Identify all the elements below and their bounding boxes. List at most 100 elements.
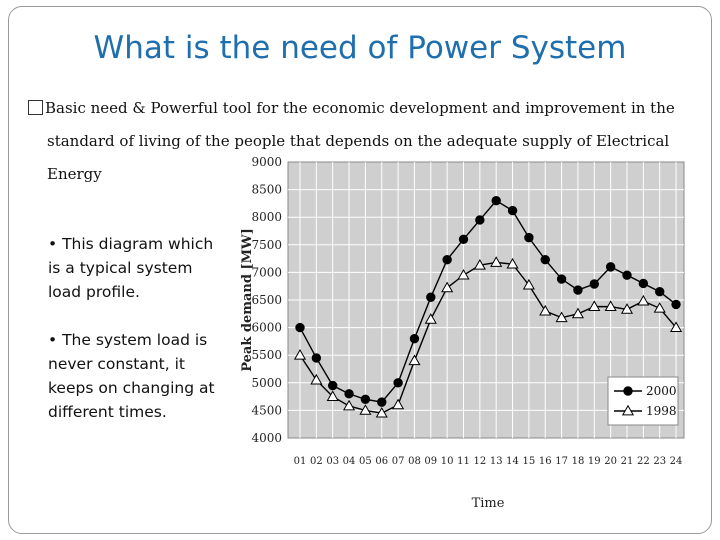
point-load-varies: • The system load is never constant, it … <box>48 331 215 421</box>
data-point <box>326 390 339 401</box>
x-tick-label: 24 <box>670 456 683 467</box>
data-point <box>392 398 405 410</box>
data-point <box>293 348 307 360</box>
data-point <box>310 373 323 385</box>
data-point <box>328 380 338 391</box>
legend: 2000 1998 <box>607 376 679 426</box>
series-2 <box>293 256 683 418</box>
x-tick-label: 05 <box>359 456 372 467</box>
y-tick-label: 6000 <box>251 321 282 335</box>
data-point <box>637 294 650 306</box>
data-point <box>638 278 649 289</box>
data-point <box>424 313 437 324</box>
data-point <box>441 281 454 293</box>
bullet-line-2: standard of living of the people that de… <box>47 132 670 150</box>
data-point <box>458 234 469 244</box>
x-tick-label: 15 <box>523 456 536 467</box>
x-tick-label: 14 <box>506 456 519 467</box>
series-1 <box>295 195 681 407</box>
x-axis-label: Time <box>472 496 505 511</box>
data-point <box>457 268 470 280</box>
data-point <box>506 257 519 269</box>
data-point <box>475 215 485 225</box>
point-load-profile: • This diagram which is a typical system… <box>48 235 214 301</box>
data-point <box>571 307 585 319</box>
slide-title: What is the need of Power System <box>93 30 627 66</box>
data-point <box>605 262 616 272</box>
data-point <box>490 256 503 267</box>
main-bullet: Basic need & Powerful tool for the econo… <box>28 92 678 191</box>
x-tick-label: 07 <box>392 456 405 467</box>
y-tick-label: 9000 <box>251 155 282 169</box>
data-point <box>556 274 567 284</box>
y-tick-label: 7000 <box>251 265 282 279</box>
x-tick-label: 06 <box>375 456 388 467</box>
data-point <box>540 255 550 265</box>
data-point <box>409 333 420 344</box>
data-point <box>524 232 534 243</box>
data-point <box>393 378 403 388</box>
legend-label: 2000 <box>646 384 677 398</box>
data-point <box>555 311 568 323</box>
y-tick-label: 6500 <box>251 293 282 307</box>
data-point <box>359 404 372 415</box>
bullet-line-1: Basic need & Powerful tool for the econo… <box>45 99 675 117</box>
x-tick-label: 17 <box>555 456 568 467</box>
data-point <box>342 399 356 411</box>
data-point <box>360 394 371 405</box>
x-tick-label: 13 <box>490 456 503 467</box>
data-point <box>620 303 634 314</box>
x-tick-label: 21 <box>621 456 634 467</box>
y-tick-label: 8500 <box>251 183 282 197</box>
data-point <box>426 292 436 302</box>
data-point <box>671 299 681 310</box>
data-point <box>442 255 452 265</box>
data-point <box>491 195 501 206</box>
x-tick-label: 11 <box>457 456 470 467</box>
x-tick-label: 20 <box>604 456 617 467</box>
legend-marker <box>621 404 635 416</box>
x-tick-label: 09 <box>424 456 437 467</box>
data-point <box>507 205 518 216</box>
x-tick-label: 03 <box>326 456 339 467</box>
data-point <box>377 397 387 407</box>
y-axis-label: Peak demand [MW] <box>240 228 255 372</box>
x-tick-label: 18 <box>572 456 585 467</box>
data-point <box>375 406 388 418</box>
y-tick-label: 5000 <box>251 376 282 390</box>
bullet-box-icon <box>28 100 43 115</box>
legend-box <box>607 376 679 426</box>
data-point <box>573 285 583 295</box>
x-tick-label: 02 <box>310 456 323 467</box>
y-tick-label: 4000 <box>251 431 282 445</box>
data-point <box>344 389 354 399</box>
x-tick-label: 04 <box>343 456 356 467</box>
data-point <box>522 278 535 290</box>
data-point <box>653 302 666 313</box>
x-tick-labels: 01 02 03 04 05 06 07 08 09 10 11 12 13 14 15 16 17 18 19 20… <box>294 456 683 467</box>
x-tick-label: 01 <box>294 456 307 467</box>
x-tick-label: 19 <box>588 456 601 467</box>
data-point <box>539 304 552 316</box>
legend-marker <box>623 386 633 396</box>
data-point <box>589 279 599 289</box>
chart-series <box>293 195 683 418</box>
x-tick-label: 22 <box>637 456 650 467</box>
legend-label: 1998 <box>646 404 677 418</box>
y-tick-label: 5500 <box>251 348 282 362</box>
data-point <box>473 259 486 270</box>
x-tick-label: 23 <box>653 456 666 467</box>
data-point <box>669 321 683 332</box>
y-tick-labels: 4000 4500 5000 5500 6000 6500 7000 7500 8000 8500… <box>251 155 282 445</box>
x-tick-label: 16 <box>539 456 552 467</box>
x-tick-label: 12 <box>473 456 486 467</box>
data-point <box>408 354 421 366</box>
y-tick-label: 7500 <box>251 238 282 252</box>
x-tick-label: 10 <box>441 456 454 467</box>
data-point <box>622 270 632 280</box>
bullet-line-3: Energy <box>47 165 102 183</box>
data-point <box>311 353 322 363</box>
data-point <box>295 322 305 333</box>
data-point <box>655 287 665 297</box>
